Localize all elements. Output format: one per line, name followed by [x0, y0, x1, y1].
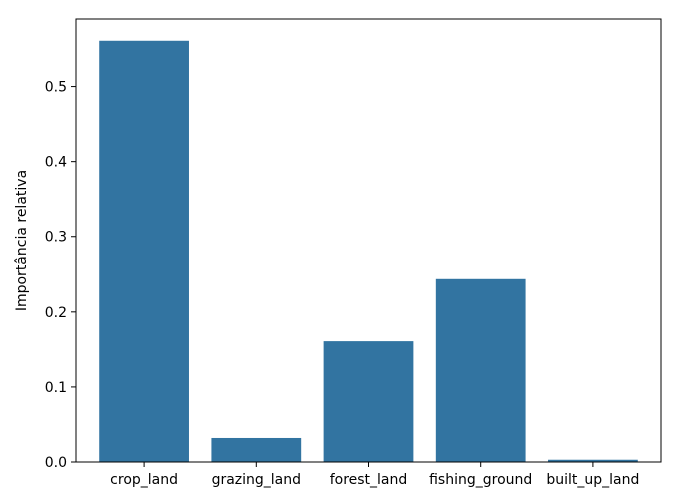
y-tick-label: 0.2 — [45, 305, 67, 321]
x-tick-label: forest_land — [330, 472, 408, 488]
bar-grazing-land — [211, 437, 302, 462]
x-tick-label: crop_land — [110, 472, 178, 488]
x-tick-label: built_up_land — [546, 472, 639, 488]
x-tick-label: fishing_ground — [429, 472, 532, 488]
y-axis-label: Importância relativa — [14, 170, 30, 311]
bar-fishing-ground — [435, 278, 526, 462]
y-tick-label: 0.1 — [45, 380, 67, 396]
x-axis-ticks: crop_land grazing_land forest_land fishing_… — [110, 462, 639, 488]
y-axis-ticks: 0.0 0.1 0.2 0.3 0.4 0.5 — [45, 80, 76, 471]
bar-built-up-land — [548, 459, 638, 462]
bar-forest-land — [323, 341, 414, 462]
plot-frame — [75, 18, 662, 463]
y-tick-label: 0.0 — [45, 455, 67, 471]
x-tick-label: grazing_land — [212, 472, 301, 488]
bar-crop-land — [99, 40, 189, 463]
bars-group — [99, 40, 638, 463]
y-tick-label: 0.5 — [45, 80, 67, 96]
y-tick-label: 0.3 — [45, 230, 67, 246]
y-tick-label: 0.4 — [45, 155, 67, 171]
